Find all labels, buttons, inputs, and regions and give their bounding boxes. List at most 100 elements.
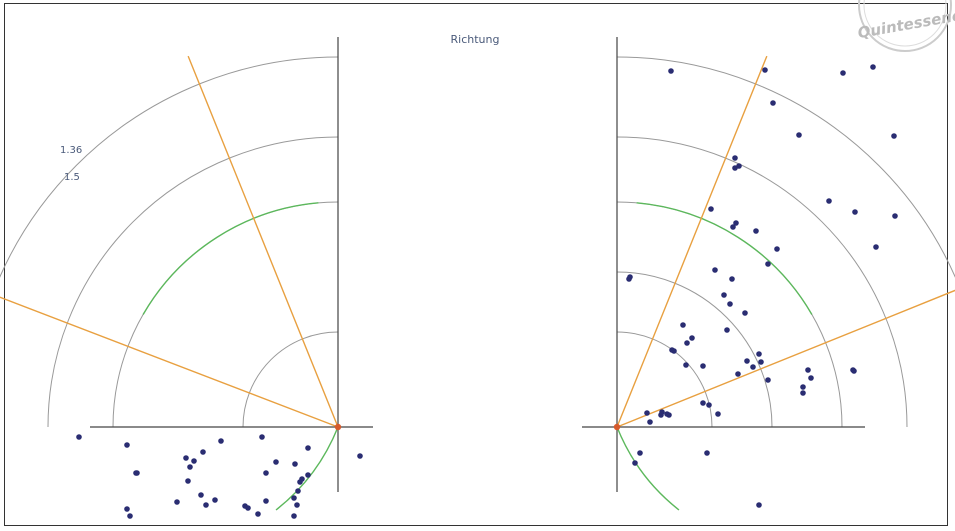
data-point (732, 155, 738, 161)
data-point (689, 335, 695, 341)
data-point (632, 460, 638, 466)
data-point (712, 267, 718, 273)
data-point (684, 340, 690, 346)
data-point (174, 499, 180, 505)
data-point (708, 206, 714, 212)
watermark-stamp: Quintessence (856, 0, 955, 52)
data-point (183, 455, 189, 461)
data-point (826, 198, 832, 204)
data-point (721, 292, 727, 298)
data-point (305, 472, 311, 478)
data-point (212, 497, 218, 503)
radial-label-2: 1.5 (64, 172, 80, 183)
data-point (727, 301, 733, 307)
data-point (124, 506, 130, 512)
data-point (770, 100, 776, 106)
data-point (644, 410, 650, 416)
data-point (647, 419, 653, 425)
origin-marker (613, 423, 621, 431)
data-point (200, 449, 206, 455)
reference-line-1 (616, 289, 955, 428)
data-point (218, 438, 224, 444)
data-point (134, 470, 140, 476)
data-point (774, 246, 780, 252)
data-point (758, 359, 764, 365)
data-point (704, 450, 710, 456)
data-point (800, 384, 806, 390)
data-point (680, 322, 686, 328)
data-point (291, 513, 297, 519)
polar-ring-2 (112, 201, 339, 428)
data-point (750, 364, 756, 370)
green-reference-arc (142, 202, 319, 315)
data-point (273, 459, 279, 465)
data-point (732, 165, 738, 171)
data-point (742, 310, 748, 316)
green-reference-arc (636, 202, 813, 315)
polar-ring-3 (47, 136, 339, 428)
data-point (76, 434, 82, 440)
data-point (744, 358, 750, 364)
polar-ring-1 (242, 331, 339, 428)
green-reference-tail (616, 426, 680, 511)
data-point (263, 498, 269, 504)
polar-ring-4 (0, 56, 339, 278)
data-point (724, 327, 730, 333)
data-point (291, 495, 297, 501)
reference-line-1 (187, 55, 339, 428)
data-point (735, 371, 741, 377)
left-polar-panel (0, 37, 373, 519)
reference-line-2 (616, 55, 768, 428)
data-point (292, 461, 298, 467)
polar-ring-3 (616, 201, 843, 428)
data-point (756, 351, 762, 357)
data-point (299, 476, 305, 482)
polar-ring-5 (616, 56, 955, 278)
data-point (715, 411, 721, 417)
data-point (294, 502, 300, 508)
data-point (873, 244, 879, 250)
data-point (706, 402, 712, 408)
data-point (796, 132, 802, 138)
data-point (753, 228, 759, 234)
data-point (664, 411, 670, 417)
origin-marker (334, 423, 342, 431)
data-point (627, 274, 633, 280)
data-point (124, 442, 130, 448)
data-point (187, 464, 193, 470)
data-point (756, 502, 762, 508)
data-point (203, 502, 209, 508)
data-point (259, 434, 265, 440)
data-point (357, 453, 363, 459)
chart-title: Richtung (451, 33, 500, 46)
data-point (891, 133, 897, 139)
data-point (295, 488, 301, 494)
data-point (198, 492, 204, 498)
data-point (242, 503, 248, 509)
data-point (765, 377, 771, 383)
data-point (765, 261, 771, 267)
data-point (762, 67, 768, 73)
data-point (185, 478, 191, 484)
data-point (263, 470, 269, 476)
green-reference-tail (275, 426, 339, 511)
data-point (730, 224, 736, 230)
data-point (852, 209, 858, 215)
data-point (870, 64, 876, 70)
data-point (669, 347, 675, 353)
data-point (700, 363, 706, 369)
data-point (659, 409, 665, 415)
data-point (127, 513, 133, 519)
data-point (805, 367, 811, 373)
data-point (808, 375, 814, 381)
watermark-text: Quintessence (856, 5, 955, 43)
data-point (637, 450, 643, 456)
right-polar-panel (582, 37, 955, 511)
reference-line-2 (0, 296, 339, 428)
data-point (683, 362, 689, 368)
data-point (892, 213, 898, 219)
data-point (850, 367, 856, 373)
radial-label-1: 1.36 (60, 145, 82, 156)
data-point (840, 70, 846, 76)
polar-ring-4 (616, 136, 908, 428)
